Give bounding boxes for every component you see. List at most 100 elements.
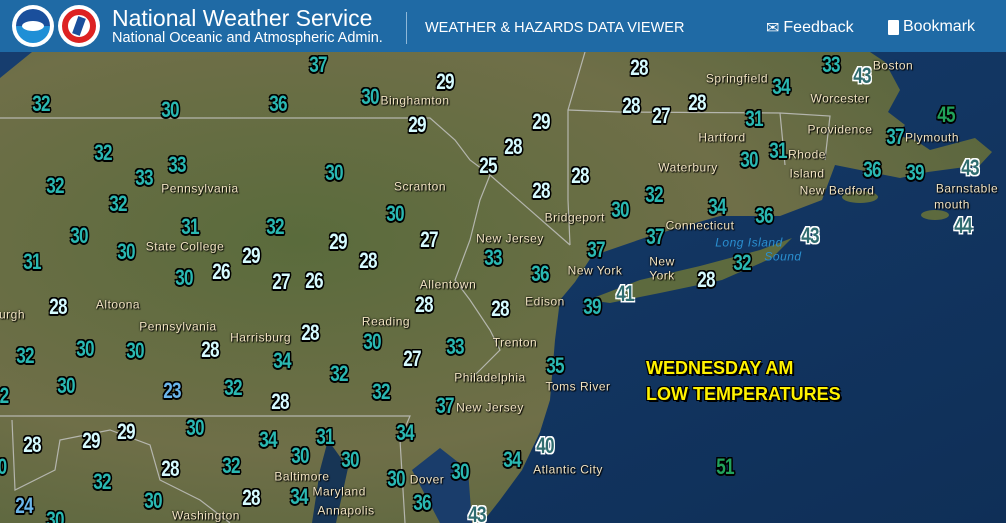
temperature-label[interactable]: 27 — [652, 103, 670, 128]
temperature-label[interactable]: 32 — [46, 173, 64, 198]
temperature-label[interactable]: 30 — [325, 160, 343, 185]
temperature-label[interactable]: 25 — [479, 153, 497, 178]
bookmark-button[interactable]: Bookmark — [888, 18, 975, 36]
temperature-label[interactable]: 28 — [688, 90, 706, 115]
temperature-label[interactable]: 32 — [645, 182, 663, 207]
temperature-label[interactable]: 31 — [745, 106, 763, 131]
temperature-label[interactable]: 30 — [361, 84, 379, 109]
temperature-label[interactable]: 30 — [126, 338, 144, 363]
map-canvas[interactable]: 37 32 30 36 30 29 29 32 33 33 32 30 32 29 28 25 28 28 30 31… — [0, 52, 1006, 523]
nws-logo[interactable] — [58, 5, 100, 47]
temperature-label[interactable]: 30 — [76, 336, 94, 361]
noaa-logo[interactable] — [12, 5, 54, 47]
temperature-label[interactable]: 30 — [611, 197, 629, 222]
temperature-label[interactable]: 28 — [532, 178, 550, 203]
temperature-label[interactable]: 34 — [290, 484, 308, 509]
temperature-label[interactable]: 23 — [163, 378, 181, 403]
temperature-label[interactable]: 28 — [49, 294, 67, 319]
temperature-label[interactable]: 32 — [109, 191, 127, 216]
temperature-label[interactable]: 28 — [359, 248, 377, 273]
temperature-label[interactable]: 29 — [242, 243, 260, 268]
temperature-label[interactable]: 30 — [291, 443, 309, 468]
temperature-label[interactable]: 43 — [468, 502, 486, 523]
temperature-label[interactable]: 27 — [272, 269, 290, 294]
temperature-label[interactable]: 37 — [886, 124, 904, 149]
temperature-label[interactable]: 31 — [23, 249, 41, 274]
temperature-label[interactable]: 29 — [329, 229, 347, 254]
temperature-label[interactable]: 28 — [271, 389, 289, 414]
temperature-label[interactable]: 45 — [937, 102, 955, 127]
temperature-label[interactable]: 2 — [0, 383, 9, 408]
temperature-label[interactable]: 30 — [186, 415, 204, 440]
temperature-label[interactable]: 30 — [70, 223, 88, 248]
temperature-label[interactable]: 32 — [16, 343, 34, 368]
temperature-label[interactable]: 33 — [484, 245, 502, 270]
temperature-label[interactable]: 32 — [93, 469, 111, 494]
temperature-label[interactable]: 36 — [531, 261, 549, 286]
temperature-label[interactable]: 28 — [697, 267, 715, 292]
temperature-label[interactable]: 51 — [716, 454, 734, 479]
temperature-label[interactable]: 28 — [301, 320, 319, 345]
temperature-label[interactable]: 28 — [242, 485, 260, 510]
temperature-label[interactable]: 28 — [571, 163, 589, 188]
temperature-label[interactable]: 32 — [733, 250, 751, 275]
temperature-label[interactable]: 28 — [415, 292, 433, 317]
temperature-label[interactable]: 30 — [451, 459, 469, 484]
temperature-label[interactable]: 41 — [616, 281, 634, 306]
temperature-label[interactable]: 33 — [168, 152, 186, 177]
temperature-label[interactable]: 34 — [396, 420, 414, 445]
temperature-label[interactable]: 30 — [46, 507, 64, 523]
temperature-label[interactable]: 37 — [646, 224, 664, 249]
temperature-label[interactable]: 39 — [906, 160, 924, 185]
temperature-label[interactable]: 28 — [630, 55, 648, 80]
temperature-label[interactable]: 32 — [266, 214, 284, 239]
temperature-label[interactable]: 29 — [117, 419, 135, 444]
temperature-label[interactable]: 30 — [144, 488, 162, 513]
temperature-label[interactable]: 36 — [269, 91, 287, 116]
temperature-label[interactable]: 28 — [622, 93, 640, 118]
temperature-label[interactable]: 32 — [222, 453, 240, 478]
temperature-label[interactable]: 28 — [491, 296, 509, 321]
temperature-label[interactable]: 30 — [341, 447, 359, 472]
temperature-label[interactable]: 31 — [181, 214, 199, 239]
temperature-label[interactable]: 28 — [161, 456, 179, 481]
temperature-label[interactable]: 34 — [259, 427, 277, 452]
temperature-label[interactable]: 36 — [863, 157, 881, 182]
temperature-label[interactable]: 32 — [330, 361, 348, 386]
temperature-label[interactable]: 33 — [135, 165, 153, 190]
temperature-label[interactable]: 44 — [954, 213, 972, 238]
temperature-label[interactable]: 34 — [772, 74, 790, 99]
temperature-label[interactable]: 36 — [755, 203, 773, 228]
temperature-label[interactable]: 27 — [403, 346, 421, 371]
temperature-label[interactable]: 26 — [305, 268, 323, 293]
temperature-label[interactable]: 33 — [822, 52, 840, 77]
temperature-label[interactable]: 37 — [309, 52, 327, 77]
temperature-label[interactable]: 29 — [82, 428, 100, 453]
temperature-label[interactable]: 36 — [413, 490, 431, 515]
temperature-label[interactable]: 33 — [446, 334, 464, 359]
temperature-label[interactable]: 30 — [363, 329, 381, 354]
temperature-label[interactable]: 39 — [583, 294, 601, 319]
temperature-label[interactable]: 34 — [708, 194, 726, 219]
temperature-label[interactable]: 0 — [0, 456, 7, 478]
temperature-label[interactable]: 32 — [372, 379, 390, 404]
temperature-label[interactable]: 30 — [57, 373, 75, 398]
temperature-label[interactable]: 30 — [175, 265, 193, 290]
feedback-button[interactable]: ✉ Feedback — [766, 18, 854, 38]
temperature-label[interactable]: 28 — [23, 432, 41, 457]
temperature-label[interactable]: 35 — [546, 353, 564, 378]
temperature-label[interactable]: 31 — [769, 138, 787, 163]
temperature-label[interactable]: 34 — [503, 447, 521, 472]
temperature-label[interactable]: 30 — [387, 466, 405, 491]
temperature-label[interactable]: 43 — [801, 223, 819, 248]
temperature-label[interactable]: 29 — [532, 109, 550, 134]
temperature-label[interactable]: 24 — [15, 493, 33, 518]
temperature-label[interactable]: 27 — [420, 227, 438, 252]
temperature-label[interactable]: 28 — [201, 337, 219, 362]
temperature-label[interactable]: 37 — [587, 237, 605, 262]
temperature-label[interactable]: 32 — [32, 91, 50, 116]
temperature-label[interactable]: 31 — [316, 424, 334, 449]
temperature-label[interactable]: 28 — [504, 134, 522, 159]
temperature-label[interactable]: 26 — [212, 259, 230, 284]
temperature-label[interactable]: 29 — [408, 112, 426, 137]
